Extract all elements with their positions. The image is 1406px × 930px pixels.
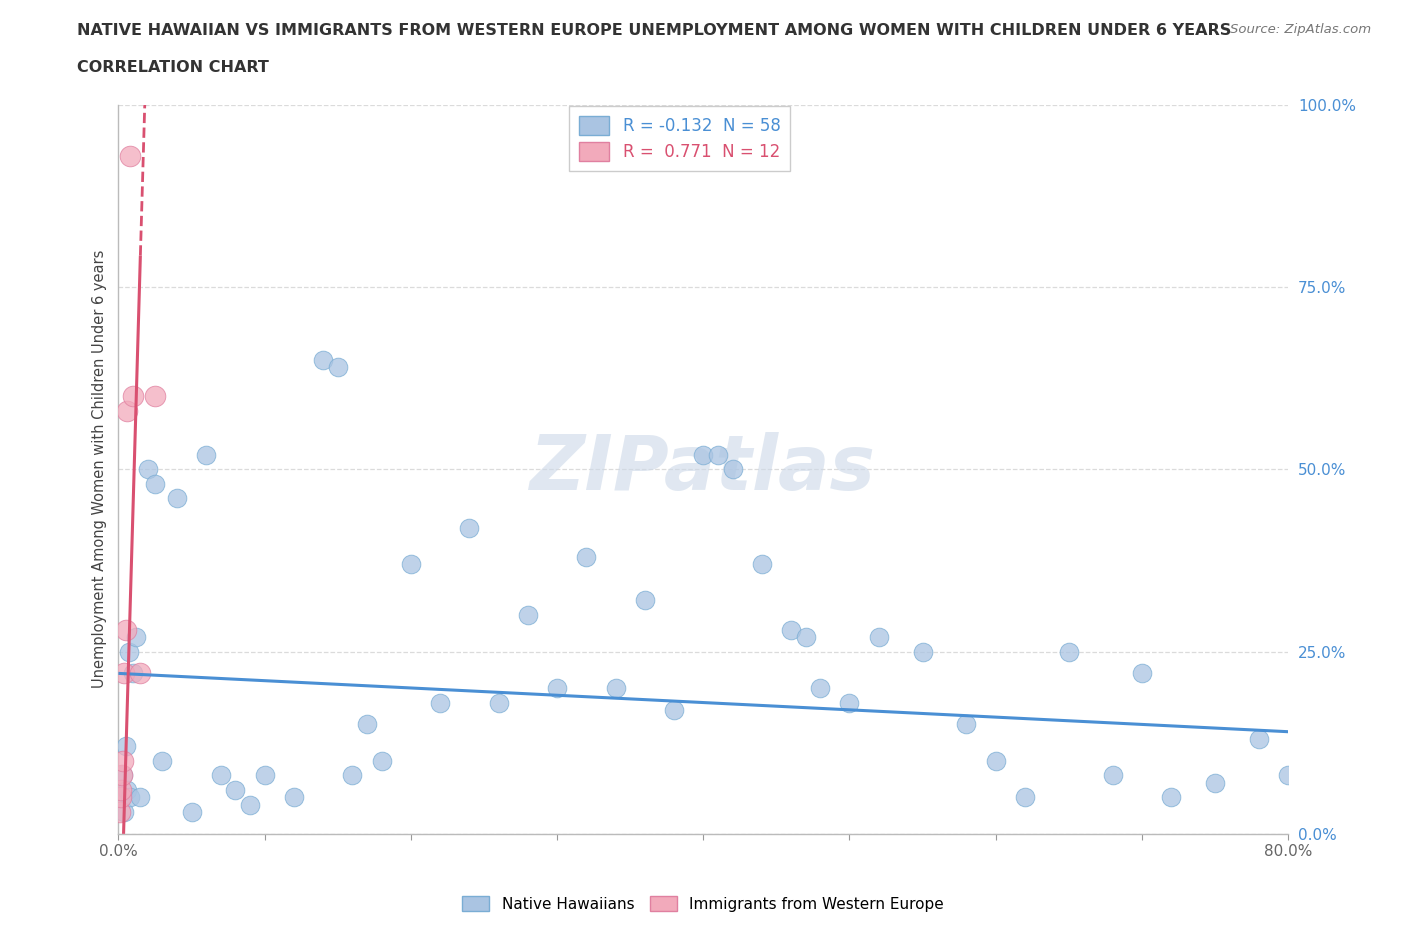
Point [692, 447, 714, 462]
Point [253, 768, 276, 783]
Point [312, 352, 335, 367]
Legend: R = -0.132  N = 58, R =  0.771  N = 12: R = -0.132 N = 58, R = 0.771 N = 12 [569, 106, 790, 171]
Point [209, 768, 232, 783]
Point [721, 462, 744, 477]
Point [1130, 666, 1153, 681]
Point [1014, 790, 1036, 804]
Text: NATIVE HAWAIIAN VS IMMIGRANTS FROM WESTERN EUROPE UNEMPLOYMENT AMONG WOMEN WITH : NATIVE HAWAIIAN VS IMMIGRANTS FROM WESTE… [77, 23, 1232, 38]
Point [108, 804, 131, 819]
Point [166, 491, 188, 506]
Point [111, 753, 134, 768]
Point [143, 476, 166, 491]
Point [110, 790, 132, 804]
Point [605, 681, 627, 696]
Point [342, 768, 364, 783]
Point [911, 644, 934, 659]
Point [707, 447, 730, 462]
Point [399, 556, 422, 571]
Text: CORRELATION CHART: CORRELATION CHART [77, 60, 269, 75]
Point [662, 702, 685, 717]
Point [283, 790, 305, 804]
Point [143, 389, 166, 404]
Point [136, 462, 159, 477]
Point [1101, 768, 1123, 783]
Point [429, 695, 451, 710]
Point [122, 666, 145, 681]
Point [129, 666, 152, 681]
Point [326, 360, 349, 375]
Point [575, 550, 598, 565]
Point [868, 630, 890, 644]
Point [634, 593, 657, 608]
Text: ZIPatlas: ZIPatlas [530, 432, 876, 506]
Point [114, 738, 136, 753]
Point [111, 768, 134, 783]
Point [838, 695, 860, 710]
Point [546, 681, 568, 696]
Point [112, 804, 135, 819]
Y-axis label: Unemployment Among Women with Children Under 6 years: Unemployment Among Women with Children U… [93, 250, 107, 688]
Point [751, 556, 773, 571]
Point [111, 768, 134, 783]
Point [356, 717, 378, 732]
Point [794, 630, 817, 644]
Point [239, 797, 262, 812]
Point [110, 783, 132, 798]
Point [114, 622, 136, 637]
Point [125, 630, 148, 644]
Point [110, 790, 132, 804]
Point [195, 447, 218, 462]
Legend: Native Hawaiians, Immigrants from Western Europe: Native Hawaiians, Immigrants from Wester… [456, 889, 950, 918]
Point [122, 389, 145, 404]
Point [129, 790, 152, 804]
Point [488, 695, 510, 710]
Point [1204, 776, 1226, 790]
Point [1277, 768, 1299, 783]
Text: Source: ZipAtlas.com: Source: ZipAtlas.com [1230, 23, 1371, 36]
Point [224, 783, 246, 798]
Point [1057, 644, 1080, 659]
Point [112, 666, 135, 681]
Point [120, 148, 142, 163]
Point [458, 520, 481, 535]
Point [1160, 790, 1182, 804]
Point [955, 717, 977, 732]
Point [984, 753, 1007, 768]
Point [115, 783, 138, 798]
Point [150, 753, 173, 768]
Point [516, 607, 538, 622]
Point [780, 622, 803, 637]
Point [370, 753, 392, 768]
Point [115, 404, 138, 418]
Point [180, 804, 202, 819]
Point [1247, 732, 1270, 747]
Point [808, 681, 831, 696]
Point [120, 790, 142, 804]
Point [118, 644, 141, 659]
